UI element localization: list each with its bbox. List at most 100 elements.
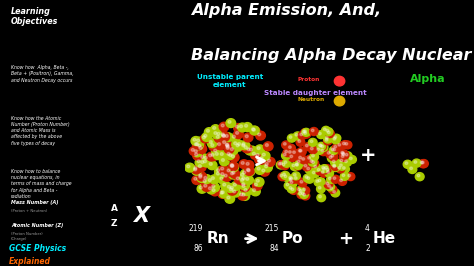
Circle shape [417,174,420,177]
Circle shape [341,155,344,157]
Circle shape [298,140,301,143]
Circle shape [314,178,323,186]
Circle shape [302,158,305,160]
Circle shape [246,177,249,180]
Circle shape [244,146,247,149]
Circle shape [218,175,228,184]
Circle shape [201,161,204,164]
Text: Z: Z [111,219,118,228]
Circle shape [216,135,219,138]
Text: Know how the Atomic
Number (Proton Number)
and Atomic Mass is
affected by the ab: Know how the Atomic Number (Proton Numbe… [11,116,70,146]
Circle shape [310,153,319,161]
Circle shape [196,143,206,151]
Circle shape [227,152,230,155]
Circle shape [320,165,328,173]
Circle shape [289,186,292,189]
Circle shape [326,130,334,138]
Circle shape [250,126,259,135]
Circle shape [334,136,337,138]
Circle shape [260,157,263,160]
Circle shape [226,143,228,146]
Circle shape [232,140,241,149]
Circle shape [312,164,321,172]
Circle shape [193,138,196,141]
Circle shape [255,145,265,154]
Circle shape [302,163,311,171]
Circle shape [308,157,310,159]
Circle shape [242,144,252,153]
Circle shape [263,163,272,172]
Circle shape [240,175,250,184]
Circle shape [240,193,243,196]
Circle shape [242,177,245,180]
Circle shape [340,151,349,159]
Circle shape [219,171,228,180]
Circle shape [310,170,319,178]
Circle shape [282,152,290,160]
Circle shape [257,167,260,170]
Circle shape [234,142,237,145]
Circle shape [206,177,216,186]
Circle shape [300,181,303,183]
Circle shape [241,178,244,181]
Circle shape [204,156,207,159]
Circle shape [192,176,201,184]
Circle shape [225,194,235,203]
Circle shape [210,183,219,192]
Circle shape [222,134,226,137]
Circle shape [230,165,233,167]
Circle shape [420,161,423,164]
Circle shape [241,169,250,178]
Circle shape [221,159,225,161]
Circle shape [221,133,224,136]
Circle shape [191,148,194,151]
Circle shape [278,160,286,168]
Circle shape [260,151,270,160]
Circle shape [204,184,207,187]
Circle shape [264,165,268,168]
Circle shape [319,195,321,198]
Circle shape [256,179,259,182]
Circle shape [322,166,325,169]
Circle shape [329,153,338,161]
Circle shape [220,133,230,142]
Circle shape [292,172,301,180]
Circle shape [207,161,217,170]
Circle shape [283,143,286,145]
Circle shape [221,173,224,176]
Circle shape [197,160,200,163]
Circle shape [257,147,260,149]
Circle shape [289,151,291,153]
Circle shape [278,173,287,181]
Circle shape [410,167,412,170]
Circle shape [326,129,329,132]
Circle shape [297,155,306,163]
Circle shape [212,147,221,156]
Circle shape [419,160,428,168]
Circle shape [260,167,270,176]
Circle shape [195,158,205,167]
Circle shape [229,188,233,191]
Circle shape [295,134,298,136]
Circle shape [304,132,307,134]
Circle shape [228,185,238,194]
Circle shape [224,142,233,151]
Circle shape [197,145,207,153]
Circle shape [222,172,232,181]
Circle shape [247,146,257,155]
Circle shape [298,179,307,187]
Circle shape [280,174,283,177]
Circle shape [219,165,228,174]
Circle shape [291,188,294,190]
Circle shape [334,146,337,148]
Circle shape [288,176,297,184]
Circle shape [293,173,296,176]
Circle shape [201,158,211,167]
Circle shape [245,146,255,155]
Circle shape [210,187,220,196]
Circle shape [253,189,255,192]
Circle shape [282,163,285,166]
Circle shape [265,157,275,166]
Circle shape [233,190,236,193]
Circle shape [338,144,341,146]
